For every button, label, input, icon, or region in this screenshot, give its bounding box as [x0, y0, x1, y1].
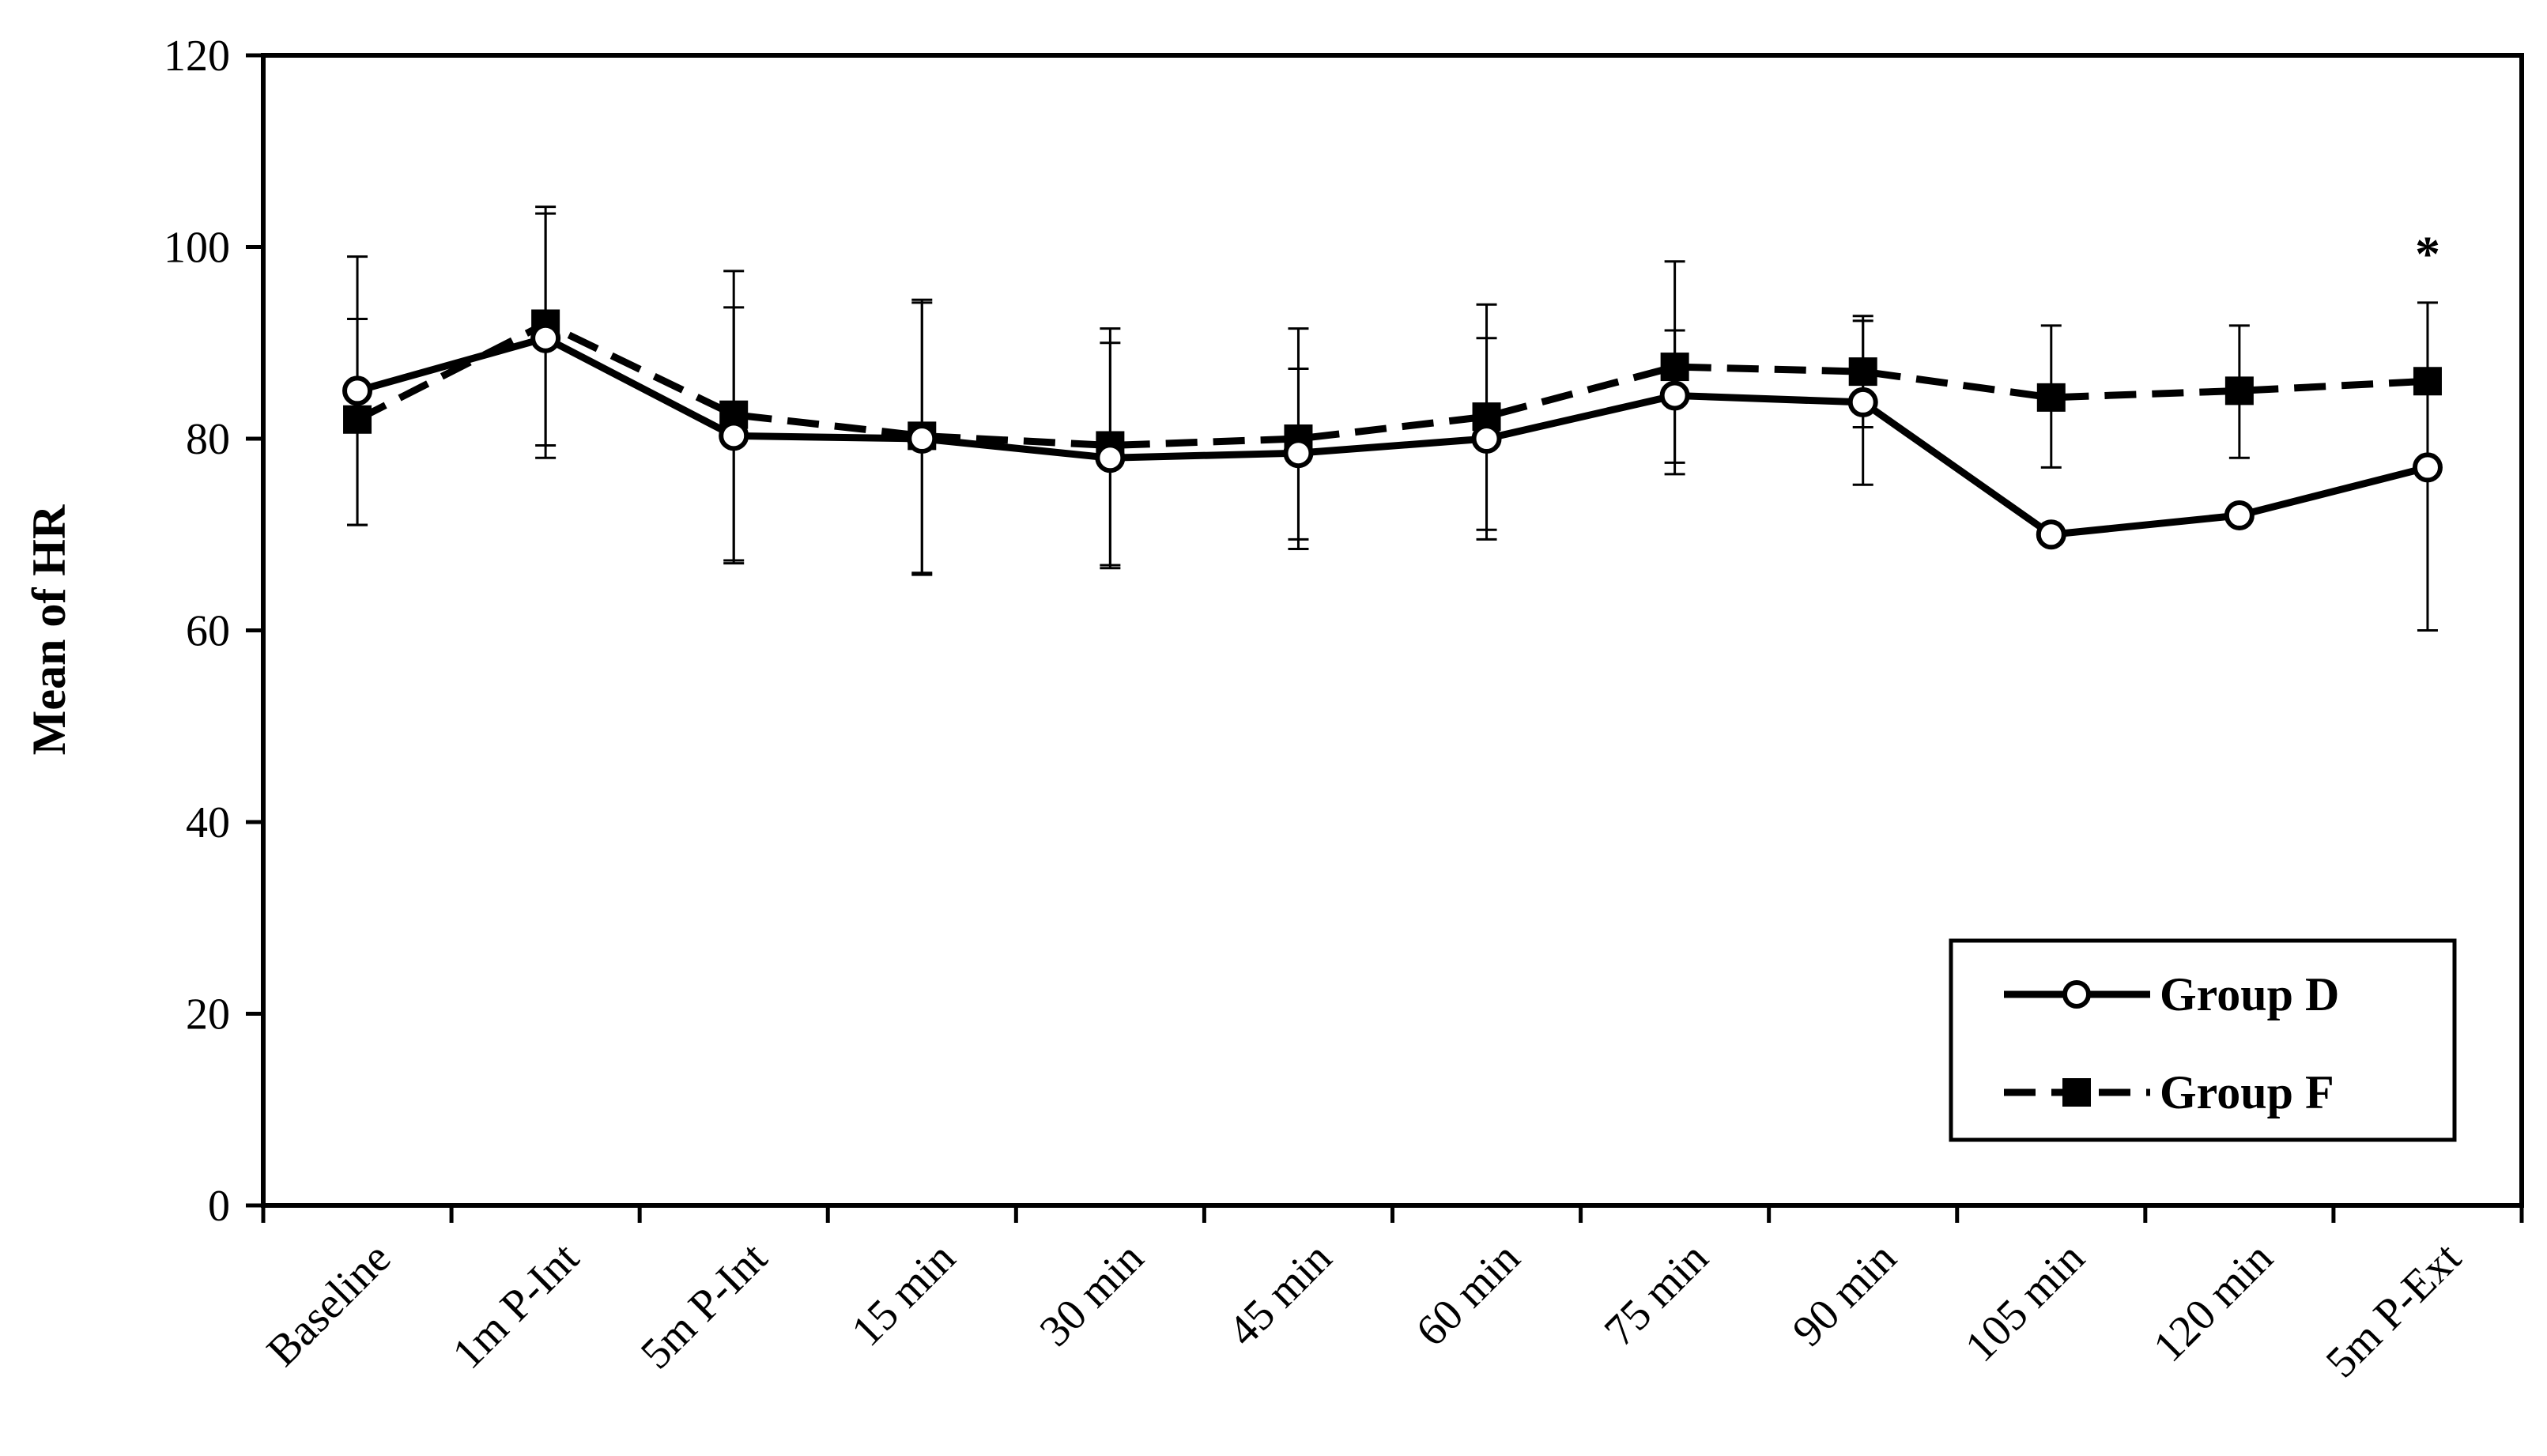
x-tick-label: 105 min — [1956, 1233, 2094, 1371]
y-tick-label: 0 — [208, 1182, 230, 1231]
series-markers — [342, 309, 2443, 550]
data-point-group-f — [343, 405, 372, 434]
data-point-group-d — [1283, 438, 1314, 469]
data-point-group-d — [2224, 500, 2255, 530]
data-point-group-d — [1847, 387, 1878, 417]
legend-marker-group-f — [2062, 1078, 2091, 1107]
data-point-group-f — [2413, 367, 2442, 396]
legend-marker-group-d — [2062, 980, 2091, 1009]
x-tick-label: 1m P-Int — [443, 1233, 589, 1379]
x-axis-ticks: Baseline 1m P-Int 5m P-Int 15 min 30 min 45 m… — [258, 1205, 2524, 1387]
data-point-group-d — [1659, 380, 1690, 411]
y-axis-ticks: 0 20 40 60 80 100 120 — [164, 32, 263, 1231]
legend: Group D Group F — [1949, 938, 2457, 1142]
x-tick-label: 60 min — [1407, 1233, 1530, 1356]
y-axis-title: Mean of HR — [23, 504, 75, 755]
data-point-group-f — [1660, 353, 1689, 382]
legend-label-group-f: Group F — [2160, 1066, 2334, 1118]
x-tick-label: 15 min — [843, 1233, 965, 1356]
annotations: * — [2415, 226, 2440, 282]
y-tick-label: 120 — [164, 32, 230, 81]
x-tick-label: Baseline — [258, 1233, 400, 1375]
data-point-group-d — [2036, 519, 2066, 550]
x-tick-label: 5m P-Ext — [2317, 1233, 2471, 1387]
legend-box — [1949, 938, 2457, 1142]
data-point-group-d — [342, 375, 373, 406]
series-line-group-d — [356, 334, 2429, 538]
data-point-group-d — [1095, 443, 1126, 473]
y-tick-label: 60 — [186, 607, 230, 656]
legend-label-group-d: Group D — [2160, 968, 2339, 1020]
data-point-group-d — [719, 421, 749, 451]
error-bars — [347, 206, 2438, 632]
x-tick-label: 120 min — [2144, 1233, 2282, 1371]
data-point-group-f — [1848, 357, 1877, 387]
series-line-group-f — [355, 320, 2428, 449]
y-tick-label: 20 — [186, 990, 230, 1039]
y-tick-label: 40 — [186, 798, 230, 847]
x-tick-label: 30 min — [1031, 1233, 1153, 1356]
series-lines — [355, 320, 2429, 538]
significance-asterisk: * — [2415, 226, 2440, 282]
data-point-group-f — [2036, 383, 2066, 412]
x-tick-label: 45 min — [1219, 1233, 1341, 1356]
y-tick-label: 80 — [186, 415, 230, 464]
data-point-group-d — [1471, 424, 1502, 454]
data-point-group-f — [2224, 376, 2254, 405]
y-tick-label: 100 — [164, 224, 230, 273]
x-tick-label: 5m P-Int — [632, 1233, 777, 1379]
data-point-group-d — [907, 424, 938, 454]
x-tick-label: 90 min — [1783, 1233, 1906, 1356]
x-tick-label: 75 min — [1595, 1233, 1718, 1356]
data-point-group-d — [2412, 452, 2443, 483]
data-point-group-d — [530, 323, 561, 353]
